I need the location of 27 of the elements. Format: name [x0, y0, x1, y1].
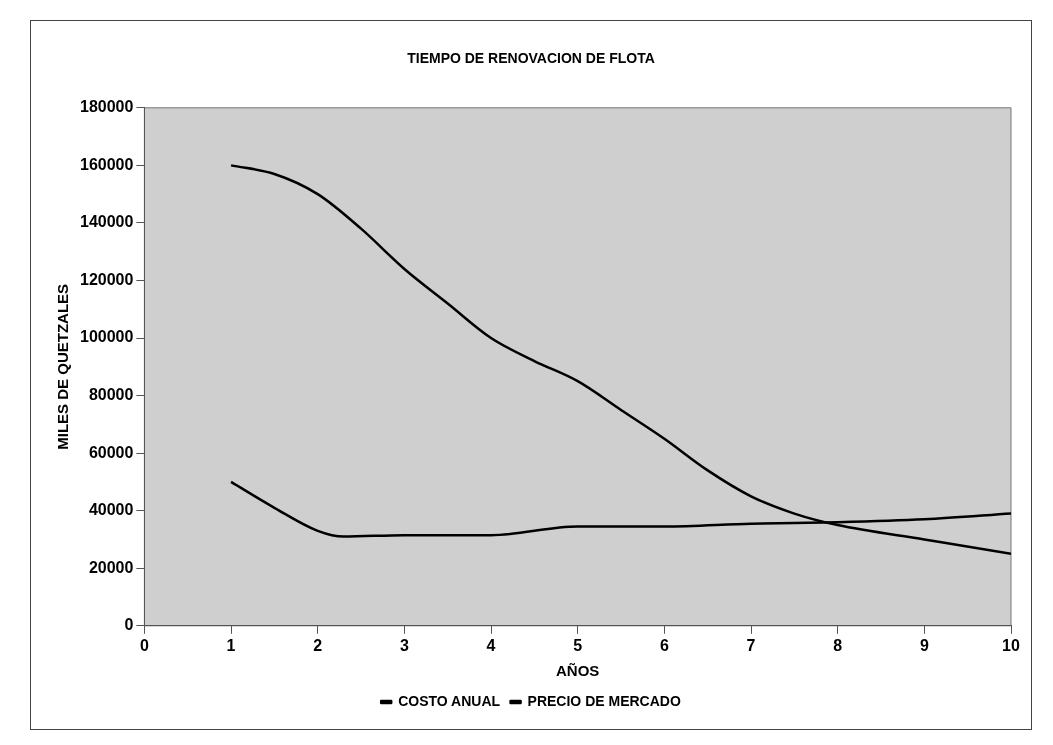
- x-tick-label: 6: [659, 636, 669, 654]
- x-tick-label: 7: [746, 636, 756, 654]
- x-tick-label: 1: [226, 636, 236, 654]
- x-tick-label: 10: [1002, 636, 1020, 654]
- y-tick-label: 60000: [88, 443, 134, 461]
- y-tick-label: 20000: [88, 558, 134, 576]
- x-tick-label: 0: [139, 636, 149, 654]
- y-tick-label: 0: [124, 616, 134, 634]
- y-tick-label: 40000: [88, 501, 134, 519]
- y-tick-label: 140000: [80, 213, 134, 231]
- x-tick-label: 5: [573, 636, 583, 654]
- chart-title: TIEMPO DE RENOVACION DE FLOTA: [407, 50, 655, 67]
- y-tick-label: 180000: [80, 98, 134, 116]
- line-series: [229, 164, 1011, 556]
- x-tick-label: 2: [313, 636, 323, 654]
- y-axis-title: MILES DE QUETZALES: [54, 283, 72, 450]
- y-tick-label: 160000: [80, 155, 134, 173]
- y-tick-label: 120000: [80, 270, 134, 288]
- x-tick-label: 8: [833, 636, 843, 654]
- x-tick-label: 9: [919, 636, 929, 654]
- legend-label: COSTO ANUAL: [398, 692, 501, 709]
- x-tick-label: 4: [486, 636, 496, 654]
- x-axis-title: AÑOS: [556, 662, 600, 680]
- y-tick-label: 100000: [80, 328, 134, 346]
- x-tick-label: 3: [399, 636, 409, 654]
- legend-label: PRECIO DE MERCADO: [527, 692, 681, 709]
- y-tick-label: 80000: [88, 385, 134, 403]
